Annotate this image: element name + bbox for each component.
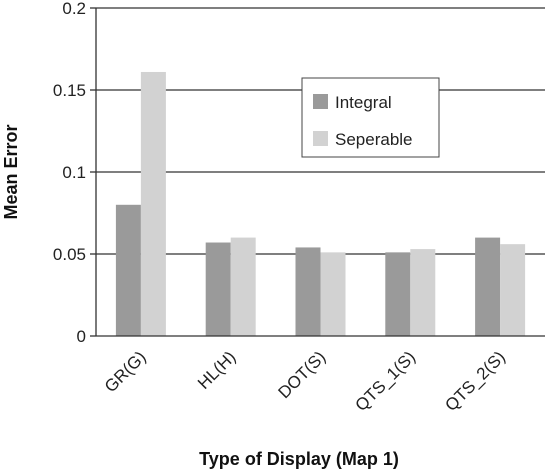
legend-label-seperable: Seperable bbox=[335, 130, 413, 149]
bar-integral-hl-h- bbox=[205, 242, 231, 336]
legend-swatch-seperable bbox=[313, 131, 328, 146]
x-axis-title: Type of Display (Map 1) bbox=[199, 449, 399, 469]
legend-label-integral: Integral bbox=[335, 93, 392, 112]
y-tick-label: 0.1 bbox=[62, 163, 86, 182]
legend: Integral Seperable bbox=[301, 77, 440, 158]
bar-seperable-hl-h- bbox=[230, 237, 256, 336]
y-tick-labels: 0 0.05 0.1 0.15 0.2 bbox=[53, 0, 96, 346]
bar-integral-qts-2-s- bbox=[475, 237, 501, 336]
y-tick-label: 0.15 bbox=[53, 81, 86, 100]
x-tick-label: HL(H) bbox=[194, 347, 239, 392]
bar-seperable-gr-g- bbox=[140, 71, 166, 337]
x-tick-label: GR(G) bbox=[101, 347, 150, 396]
legend-swatch-integral bbox=[313, 94, 328, 109]
y-axis-title: Mean Error bbox=[1, 124, 21, 219]
bar-seperable-qts-2-s- bbox=[500, 244, 526, 336]
x-tick-label: QTS_1(S) bbox=[352, 347, 420, 415]
bar-integral-qts-1-s- bbox=[385, 252, 411, 336]
bar-integral-dot-s- bbox=[295, 247, 321, 336]
bar-integral-gr-g- bbox=[115, 204, 141, 336]
x-tick-label: DOT(S) bbox=[274, 347, 329, 402]
bars bbox=[115, 71, 526, 337]
x-tick-labels: GR(G) HL(H) DOT(S) QTS_1(S) QTS_2(S) bbox=[101, 347, 509, 415]
y-tick-label: 0.05 bbox=[53, 245, 86, 264]
y-tick-label: 0 bbox=[77, 327, 86, 346]
bar-seperable-qts-1-s- bbox=[410, 249, 436, 336]
x-tick-label: QTS_2(S) bbox=[441, 347, 509, 415]
y-tick-label: 0.2 bbox=[62, 0, 86, 18]
bar-seperable-dot-s- bbox=[320, 252, 346, 336]
